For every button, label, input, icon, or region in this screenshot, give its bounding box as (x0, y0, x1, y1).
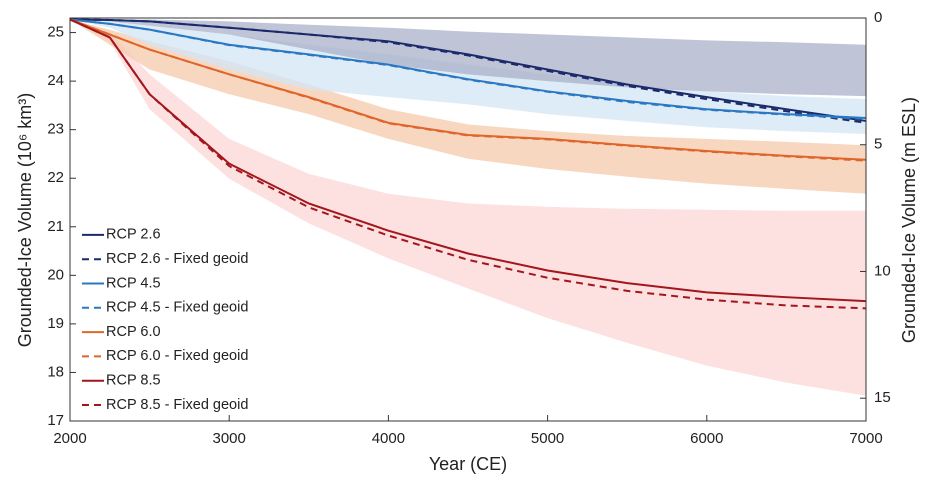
y2-tick-label: 0 (874, 9, 882, 26)
legend-text: RCP 6.0 (106, 324, 161, 340)
y2-axis-label: Grounded-Ice Volume (m ESL) (899, 97, 919, 343)
x-tick-label: 6000 (690, 430, 723, 447)
uncertainty-band (70, 19, 866, 194)
x-tick-label: 7000 (849, 430, 882, 447)
legend-text: RCP 8.5 - Fixed geoid (106, 397, 248, 413)
legend-text: RCP 2.6 (106, 227, 161, 243)
legend-text: RCP 2.6 - Fixed geoid (106, 251, 248, 267)
y2-tick-label: 5 (874, 136, 882, 153)
legend-text: RCP 8.5 (106, 373, 161, 389)
y2-tick-label: 15 (874, 389, 891, 406)
x-tick-label: 4000 (372, 430, 405, 447)
legend-text: RCP 4.5 (106, 275, 161, 291)
x-tick-label: 3000 (213, 430, 246, 447)
y-tick-label: 18 (47, 363, 64, 380)
y-tick-label: 24 (47, 72, 64, 89)
y2-tick-label: 10 (874, 262, 891, 279)
plot-frame (69, 17, 867, 422)
series-line (69, 18, 867, 310)
x-tick-label: 2000 (53, 430, 86, 447)
uncertainty-band (70, 19, 866, 396)
series-line (69, 18, 867, 162)
y-tick-label: 17 (47, 412, 64, 429)
legend-text: RCP 6.0 - Fixed geoid (106, 348, 248, 364)
y-tick-label: 20 (47, 266, 64, 283)
y-tick-label: 25 (47, 24, 64, 41)
y-tick-label: 19 (47, 315, 64, 332)
series-line (69, 18, 867, 124)
x-axis-label: Year (CE) (429, 454, 507, 474)
y-axis-label: Grounded-Ice Volume (10⁶ km³) (15, 93, 35, 348)
y-tick-label: 22 (47, 169, 64, 186)
x-tick-label: 5000 (531, 430, 564, 447)
legend-text: RCP 4.5 - Fixed geoid (106, 300, 248, 316)
y-tick-label: 21 (47, 218, 64, 235)
y-tick-label: 23 (47, 121, 64, 138)
series-line (69, 18, 867, 120)
uncertainty-band (70, 19, 866, 97)
